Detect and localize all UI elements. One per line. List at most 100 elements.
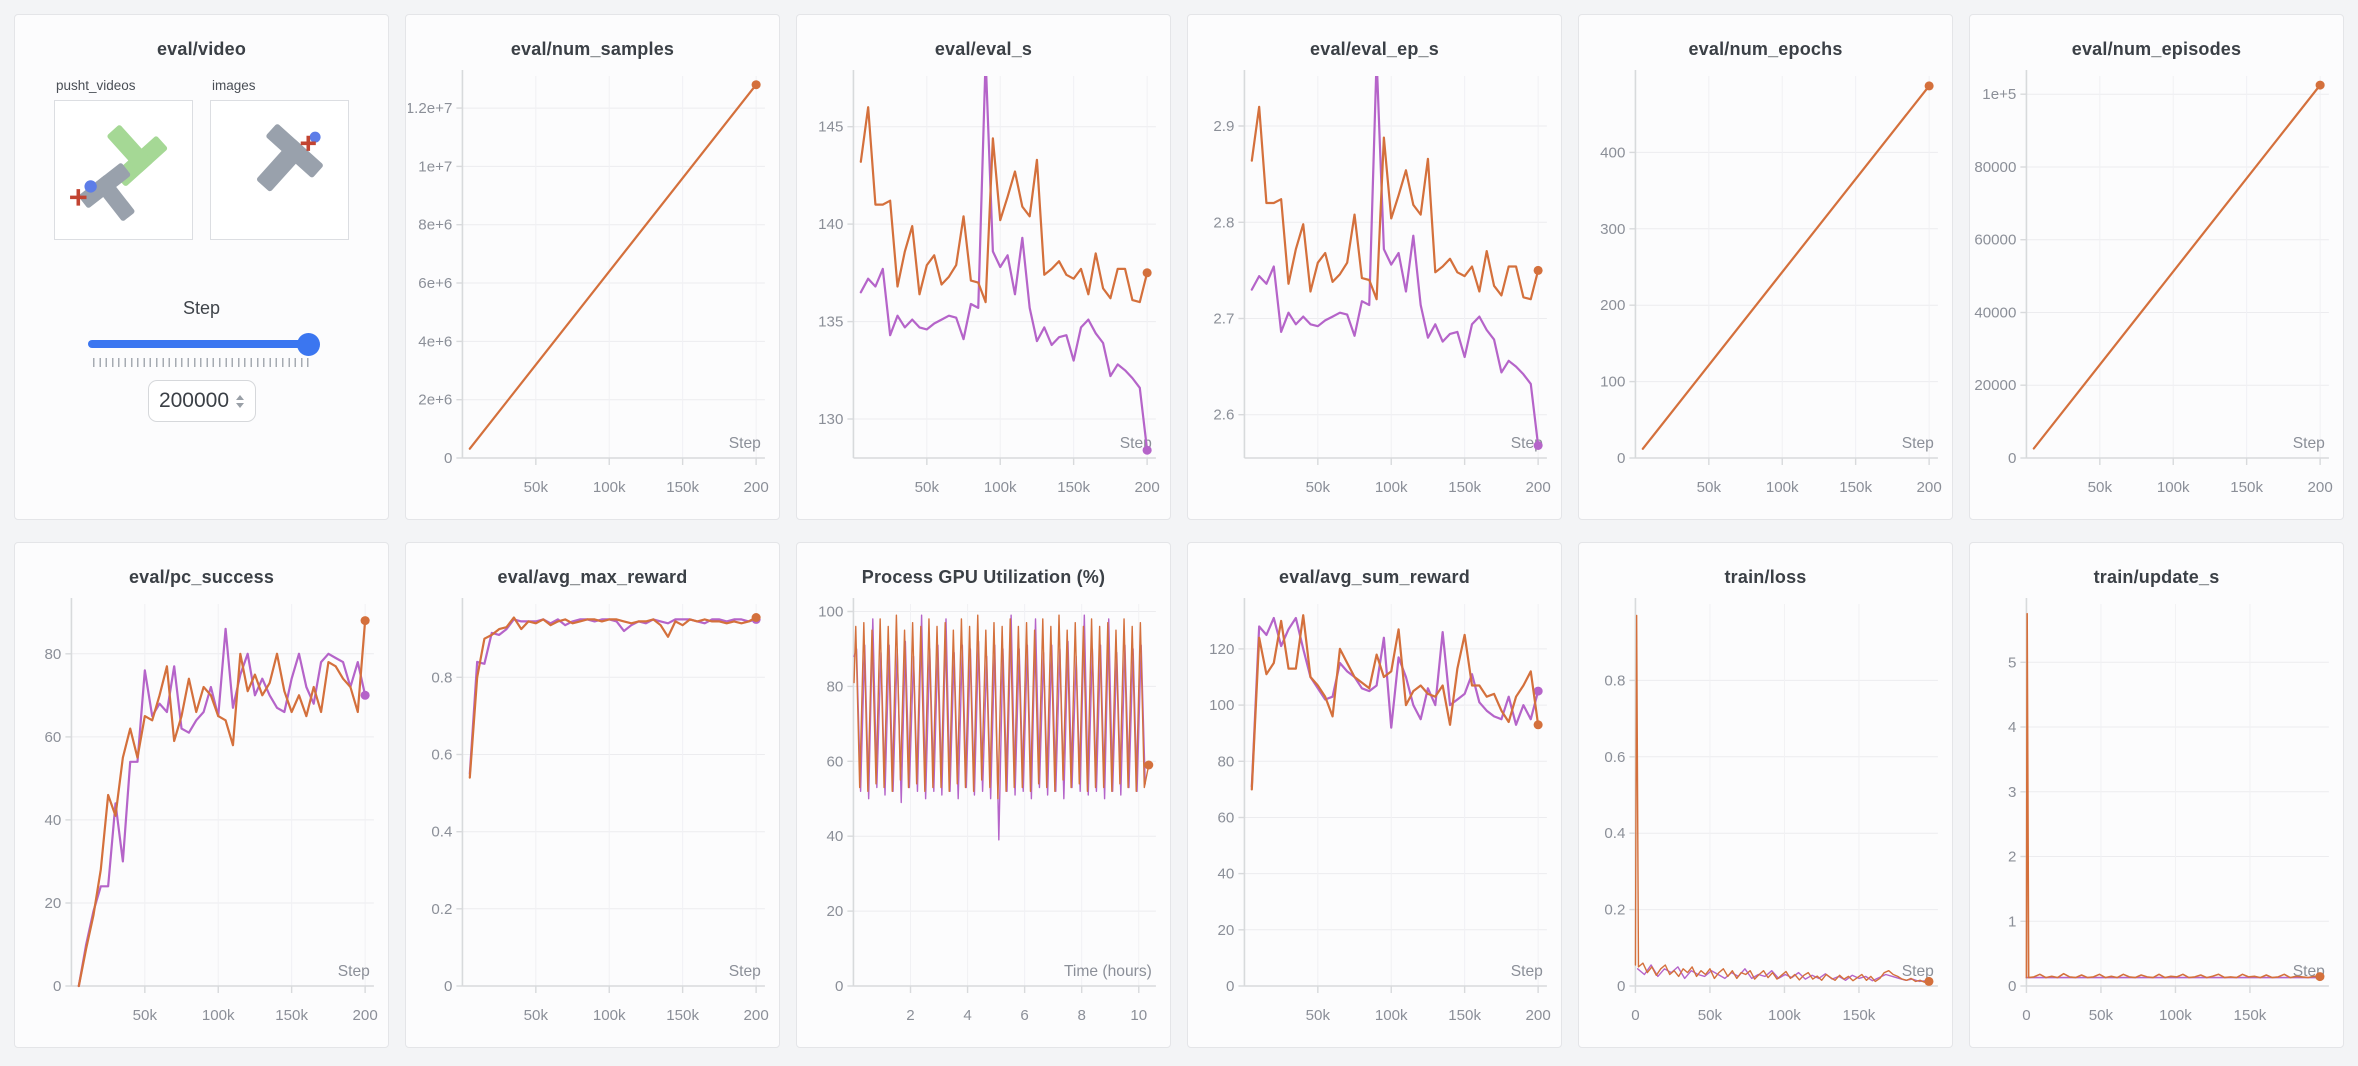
svg-text:Step: Step	[1511, 963, 1543, 980]
svg-text:150k: 150k	[1057, 479, 1090, 496]
svg-text:60: 60	[827, 753, 844, 770]
svg-text:0: 0	[2022, 1007, 2030, 1024]
svg-text:50k: 50k	[2089, 1007, 2114, 1024]
svg-text:200: 200	[2308, 479, 2333, 496]
svg-text:8e+6: 8e+6	[418, 217, 452, 234]
svg-text:20: 20	[827, 903, 844, 920]
svg-text:50k: 50k	[524, 1007, 549, 1024]
panel-train-update-s: train/update_s 0 1 2 3 4 5 0 50k 100k 150k Step	[1969, 542, 2344, 1048]
svg-text:2.7: 2.7	[1213, 311, 1234, 328]
chart-title: eval/eval_ep_s	[1310, 39, 1439, 59]
svg-text:0.6: 0.6	[1604, 749, 1625, 766]
svg-text:60000: 60000	[1974, 232, 2016, 249]
svg-text:80000: 80000	[1974, 159, 2016, 176]
svg-text:100k: 100k	[2157, 479, 2190, 496]
svg-text:100: 100	[1209, 697, 1234, 714]
svg-text:200: 200	[353, 1007, 378, 1024]
svg-text:80: 80	[1218, 753, 1235, 770]
line-chart[interactable]: 0 0.2 0.4 0.6 0.8 50k 100k 150k 200 Step	[408, 592, 777, 1030]
line-chart[interactable]: 0 20 40 60 80 50k 100k 150k 200 Step	[17, 592, 386, 1030]
chart-title: eval/num_samples	[510, 39, 675, 59]
svg-text:40: 40	[1218, 866, 1235, 883]
chart-title: Process GPU Utilization (%)	[861, 567, 1106, 587]
svg-text:0.8: 0.8	[1604, 672, 1625, 689]
svg-text:120: 120	[1209, 641, 1234, 658]
line-chart[interactable]: 0 100 200 300 400 50k 100k 150k 200 Step	[1581, 64, 1950, 502]
svg-text:0: 0	[2008, 450, 2016, 467]
line-chart[interactable]: 0 0.2 0.4 0.6 0.8 0 50k 100k 150k Step	[1581, 592, 1950, 1030]
panel-eval-eval-s: eval/eval_s 130 135 140 145 50k 100k 150k 200 St…	[796, 14, 1171, 520]
step-decrement-icon[interactable]	[236, 402, 245, 408]
svg-text:200: 200	[744, 479, 769, 496]
svg-text:5: 5	[2008, 654, 2016, 671]
chart-title: eval/avg_sum_reward	[1279, 567, 1470, 587]
svg-text:200: 200	[1526, 1007, 1551, 1024]
svg-text:Step: Step	[729, 963, 761, 980]
svg-text:140: 140	[818, 216, 843, 233]
svg-text:20: 20	[1218, 922, 1235, 939]
svg-text:Step: Step	[338, 963, 370, 980]
line-chart[interactable]: 0 20 40 60 80 100 2 4 6 8 10 Time (hours)	[799, 592, 1168, 1030]
svg-text:2e+6: 2e+6	[418, 392, 452, 409]
svg-text:145: 145	[818, 119, 843, 136]
panel-eval-avg-max-reward: eval/avg_max_reward 0 0.2 0.4 0.6 0.8 50k 100k…	[405, 542, 780, 1048]
slider-thumb[interactable]	[296, 333, 320, 356]
chart-title: eval/avg_max_reward	[497, 567, 688, 587]
chart-title: eval/num_episodes	[2071, 39, 2242, 59]
svg-text:100k: 100k	[202, 1007, 235, 1024]
media-label: pusht_videos	[56, 78, 136, 93]
line-chart[interactable]: 0 20000 40000 60000 80000 1e+5 50k 100k 150k 200 S…	[1972, 64, 2341, 502]
svg-text:2.6: 2.6	[1213, 407, 1234, 424]
svg-text:200: 200	[1917, 479, 1942, 496]
video-thumbnail-images[interactable]	[210, 100, 349, 240]
svg-text:50k: 50k	[2088, 479, 2113, 496]
svg-text:50k: 50k	[915, 479, 940, 496]
images-scene	[256, 124, 323, 192]
chart-title: eval/eval_s	[934, 39, 1033, 59]
svg-text:150k: 150k	[666, 479, 699, 496]
svg-text:2: 2	[2008, 849, 2016, 866]
line-chart[interactable]: 0 2e+6 4e+6 6e+6 8e+6 1e+7 1.2e+7 50k 100k 150k 20…	[408, 64, 777, 502]
svg-text:0: 0	[1631, 1007, 1639, 1024]
svg-text:150k: 150k	[1843, 1007, 1876, 1024]
svg-text:100k: 100k	[984, 479, 1017, 496]
svg-text:150k: 150k	[1839, 479, 1872, 496]
svg-text:400: 400	[1600, 144, 1625, 161]
svg-text:0.4: 0.4	[431, 824, 452, 841]
panel-eval-video: eval/video pusht_videos	[14, 14, 389, 520]
svg-text:Time (hours): Time (hours)	[1064, 963, 1152, 980]
panel-process-gpu-utilization: Process GPU Utilization (%) 0 20 40 60 80 100…	[796, 542, 1171, 1048]
svg-text:0.2: 0.2	[1604, 902, 1625, 919]
step-value[interactable]: 200000	[158, 389, 230, 412]
step-input[interactable]: 200000	[147, 380, 256, 422]
svg-text:1e+5: 1e+5	[1982, 86, 2016, 103]
svg-text:50k: 50k	[1306, 479, 1331, 496]
chart-title: train/update_s	[2093, 567, 2220, 587]
stepper-arrows[interactable]	[236, 394, 245, 408]
svg-text:0: 0	[2008, 978, 2016, 995]
svg-text:80: 80	[45, 646, 62, 663]
slider-track[interactable]	[87, 340, 316, 348]
svg-text:100: 100	[1600, 374, 1625, 391]
chart-title: eval/num_epochs	[1688, 39, 1843, 59]
svg-text:150k: 150k	[275, 1007, 308, 1024]
line-chart[interactable]: 0 20 40 60 80 100 120 50k 100k 150k 200 Step	[1190, 592, 1559, 1030]
svg-text:6: 6	[1020, 1007, 1028, 1024]
svg-text:50k: 50k	[1697, 479, 1722, 496]
svg-text:300: 300	[1600, 221, 1625, 238]
video-thumbnail-pusht-videos[interactable]	[54, 100, 193, 240]
svg-text:4: 4	[2008, 719, 2016, 736]
svg-text:2.8: 2.8	[1213, 214, 1234, 231]
pusht-scene	[70, 125, 168, 221]
svg-text:0: 0	[444, 978, 452, 995]
svg-text:0: 0	[53, 978, 61, 995]
svg-text:0.8: 0.8	[431, 669, 452, 686]
svg-text:6e+6: 6e+6	[418, 275, 452, 292]
step-increment-icon[interactable]	[236, 394, 245, 400]
panel-train-loss: train/loss 0 0.2 0.4 0.6 0.8 0 50k 100k 150k Step	[1578, 542, 1953, 1048]
step-slider[interactable]	[87, 333, 320, 356]
